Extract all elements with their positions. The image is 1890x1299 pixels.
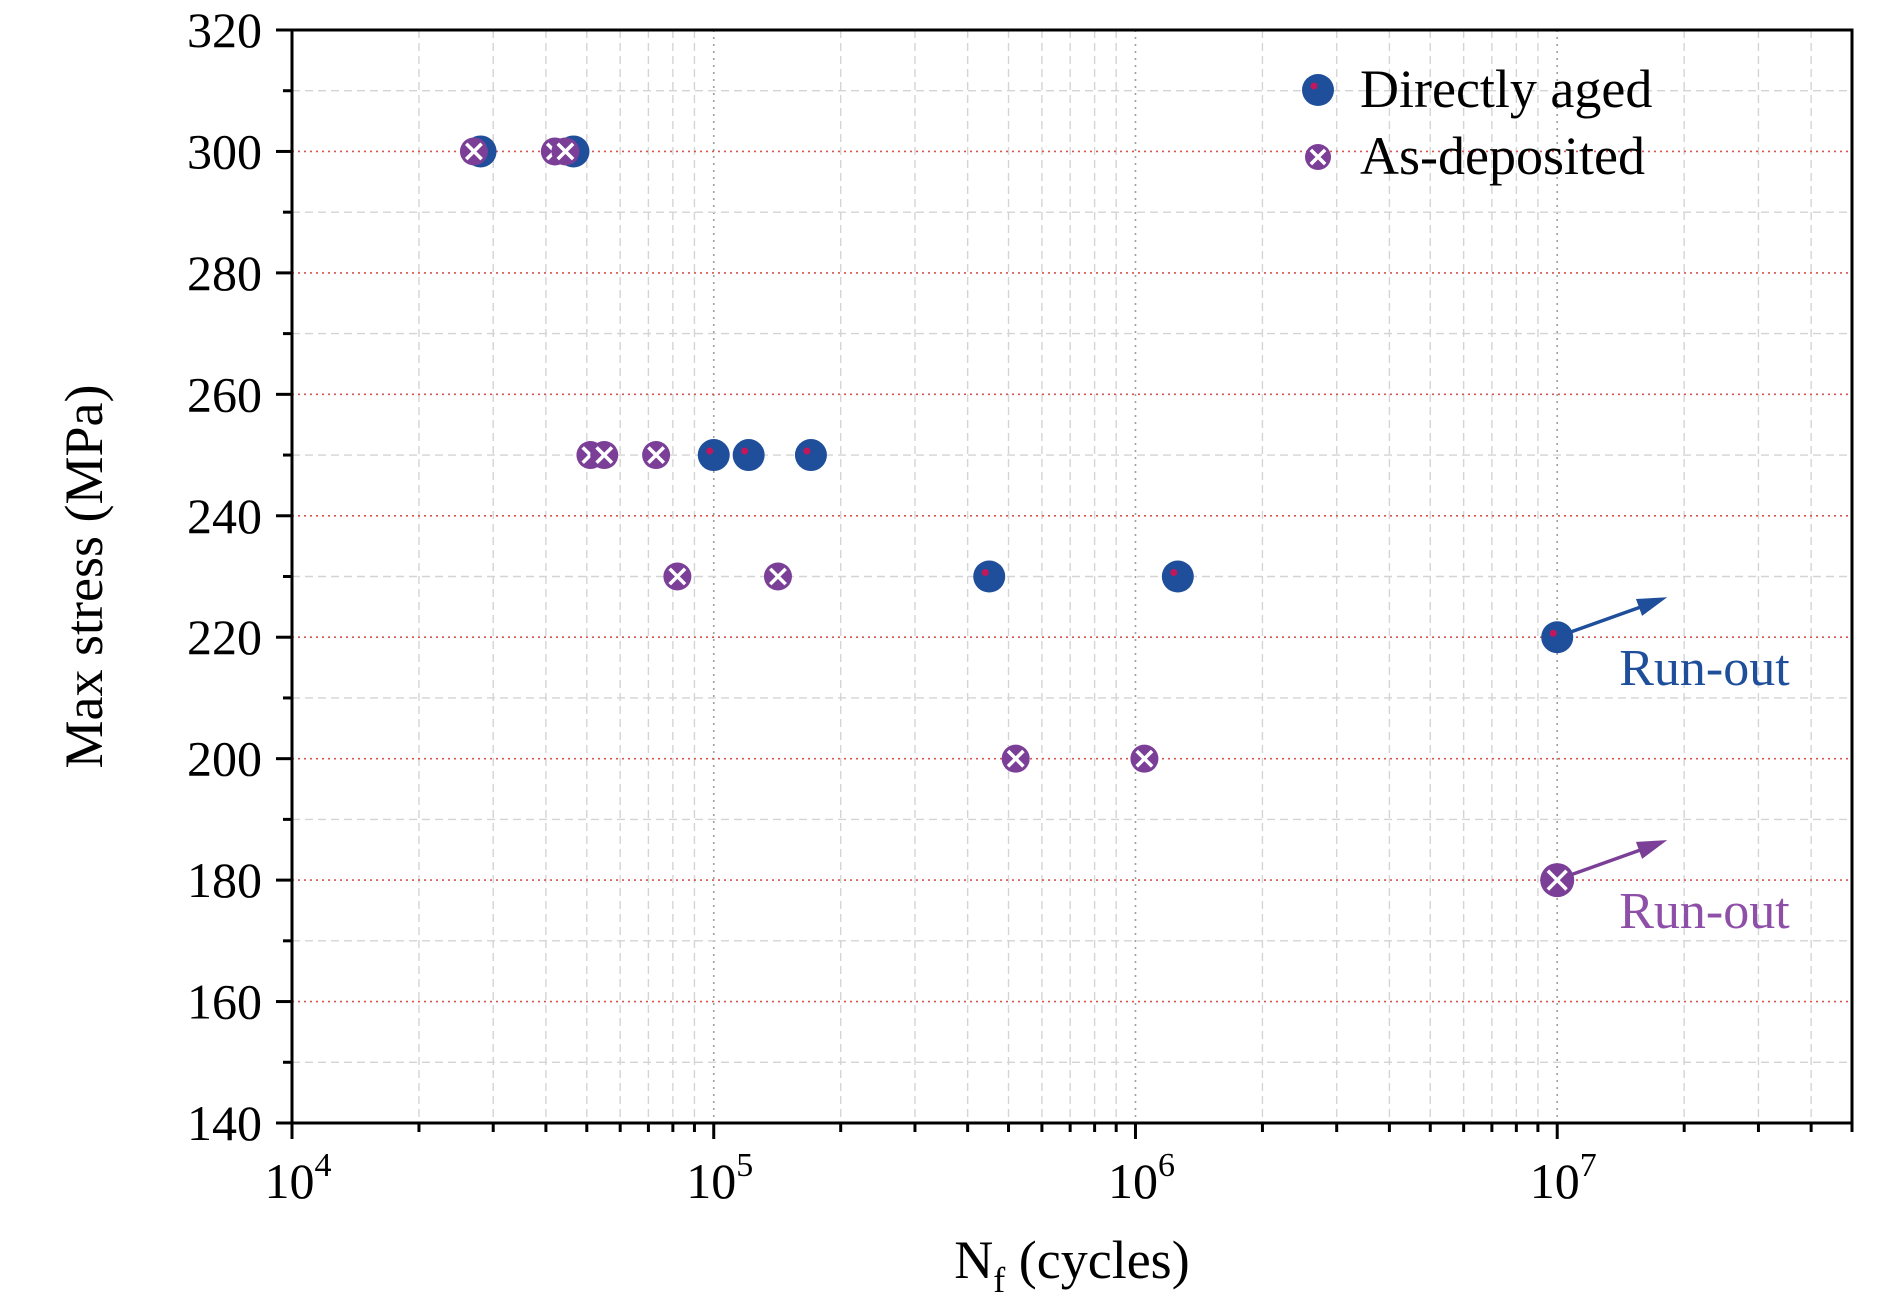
runout-label: Run-out xyxy=(1619,640,1790,697)
runout-arrow-shaft xyxy=(1566,844,1652,878)
legend-item-as-deposited: As-deposited xyxy=(1305,126,1645,186)
y-tick-label: 180 xyxy=(187,852,262,908)
as-deposited-point xyxy=(459,137,488,166)
x-tick-label: 107 xyxy=(1530,1147,1597,1209)
runout-arrowhead xyxy=(1635,597,1668,616)
x-tick-label: 104 xyxy=(265,1147,332,1209)
as-deposited-point xyxy=(663,562,692,591)
legend-label-as-deposited: As-deposited xyxy=(1360,126,1645,186)
as-deposited-runout-point xyxy=(1540,863,1575,898)
y-axis-title: Max stress (MPa) xyxy=(54,385,114,769)
as-deposited-point xyxy=(551,137,580,166)
as-deposited-point xyxy=(1001,744,1030,773)
legend-marker-as-deposited xyxy=(1305,144,1331,170)
y-tick-label: 320 xyxy=(187,2,262,58)
runout-label: Run-out xyxy=(1619,883,1790,940)
directly-aged-point xyxy=(1161,560,1194,593)
as-deposited-point xyxy=(763,562,792,591)
legend: Directly aged As-deposited xyxy=(1302,59,1652,186)
runout-annotations: Run-out Run-out xyxy=(1540,597,1790,940)
directly-aged-point xyxy=(794,439,827,472)
grid xyxy=(291,29,1853,1124)
runout-arrow-shaft xyxy=(1566,601,1652,635)
y-tick-label: 280 xyxy=(187,245,262,301)
legend-item-directly-aged: Directly aged xyxy=(1302,59,1652,119)
y-tick-label: 240 xyxy=(187,488,262,544)
y-tick-label: 260 xyxy=(187,366,262,422)
y-tick-label: 220 xyxy=(187,609,262,665)
axes: 140 160 180 200 220 240 260 280 300 320 104 105 106 1… xyxy=(54,2,1854,1299)
y-tick-label: 160 xyxy=(187,974,262,1030)
data-points xyxy=(459,135,1194,773)
runout-arrowhead xyxy=(1635,840,1668,859)
x-tick-label: 105 xyxy=(686,1147,753,1209)
x-axis-title: Nf (cycles) xyxy=(954,1230,1189,1299)
x-tick-label: 106 xyxy=(1108,1147,1175,1209)
y-tick-label: 300 xyxy=(187,123,262,179)
as-deposited-point xyxy=(642,441,671,470)
directly-aged-point xyxy=(732,439,765,472)
directly-aged-point xyxy=(973,560,1006,593)
legend-label-directly-aged: Directly aged xyxy=(1360,59,1652,119)
directly-aged-runout-point xyxy=(1541,621,1574,654)
as-deposited-point xyxy=(1130,744,1159,773)
y-tick-label: 140 xyxy=(187,1095,262,1151)
legend-marker-directly-aged xyxy=(1302,74,1334,106)
directly-aged-point xyxy=(697,439,730,472)
as-deposited-point xyxy=(590,441,619,470)
y-tick-label: 200 xyxy=(187,731,262,787)
